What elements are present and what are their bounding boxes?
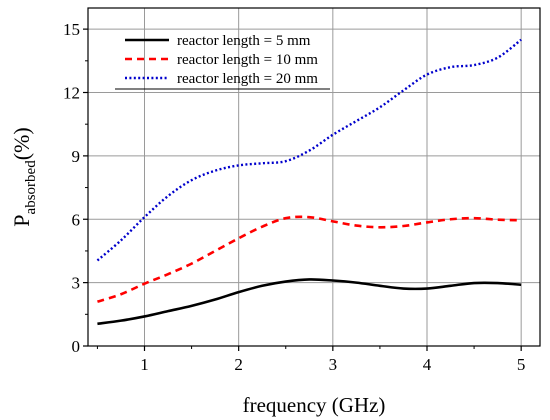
plot-area [88,8,540,346]
legend-label-1: reactor length = 5 mm [177,33,311,49]
y-tick-label: 15 [63,20,80,39]
y-axis-label: Pabsorbed(%) [9,127,39,226]
plot-frame [87,7,541,347]
x-tick-label: 4 [423,355,432,374]
legend-label-2: reactor length = 10 mm [177,52,318,68]
legend-label-3: reactor length = 20 mm [177,71,318,87]
series-line-1 [97,278,522,326]
y-tick-label: 6 [72,210,81,229]
y-axis-label-main: P [9,214,34,226]
y-axis-label-subscript: absorbed [23,160,39,215]
y-axis-label-suffix: (%) [9,127,34,160]
y-tick-label: 3 [72,274,81,293]
series-line-2 [97,215,522,303]
series-line-3 [96,38,522,262]
legend: reactor length = 5 mm reactor length = 10… [115,33,330,90]
x-tick-label: 1 [140,355,149,374]
x-tick-label: 2 [234,355,243,374]
series-layer [96,38,522,326]
x-tick-label: 3 [329,355,338,374]
y-tick-label: 0 [72,337,81,356]
y-tick-label: 12 [63,84,80,103]
x-axis-label: frequency (GHz) [243,393,386,417]
x-tick-label: 5 [517,355,526,374]
y-tick-label: 9 [72,147,81,166]
